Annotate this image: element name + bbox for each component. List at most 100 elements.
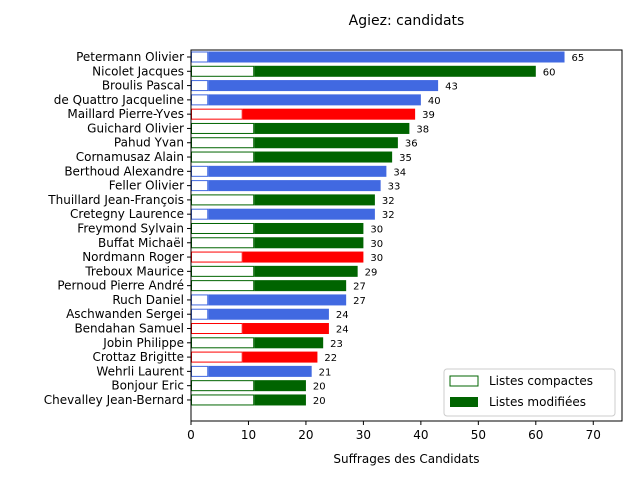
bar-modified: [208, 365, 312, 377]
x-tick-label: 50: [471, 428, 486, 442]
y-tick-label: Buffat Michaël: [98, 236, 184, 250]
y-tick-label: Jobin Philippe: [102, 336, 184, 350]
bar-modified: [254, 265, 358, 277]
y-tick-label: Nicolet Jacques: [92, 64, 184, 78]
bar-compact: [191, 51, 209, 63]
bar-modified: [254, 237, 364, 249]
bar-modified: [254, 380, 306, 392]
y-tick-label: de Quattro Jacqueline: [54, 93, 184, 107]
bar-compact: [191, 222, 255, 234]
bar-value-label: 27: [353, 296, 366, 307]
bar-compact: [191, 365, 209, 377]
bar-compact: [191, 65, 255, 77]
bar-compact: [191, 151, 255, 163]
y-tick-label: Cornamusaz Alain: [76, 150, 184, 164]
bar-value-label: 24: [336, 310, 349, 321]
bar-modified: [254, 337, 324, 349]
bar-compact: [191, 208, 209, 220]
bar-value-label: 43: [445, 82, 458, 93]
bar-compact: [191, 80, 209, 92]
y-tick-label: Nordmann Roger: [82, 250, 184, 264]
bar-value-label: 65: [572, 53, 585, 64]
bar-modified: [208, 294, 347, 306]
bar-value-label: 30: [370, 239, 383, 250]
bar-compact: [191, 137, 255, 149]
bar-modified: [208, 180, 381, 192]
chart-title: Agiez: candidats: [349, 13, 465, 29]
bar-compact: [191, 280, 255, 292]
bar-modified: [242, 351, 318, 363]
legend-frame: [443, 368, 616, 417]
bar-modified: [208, 80, 439, 92]
x-tick-label: 10: [241, 428, 256, 442]
bar-value-label: 60: [543, 67, 556, 78]
bar-modified: [254, 394, 306, 406]
bar-modified: [242, 108, 416, 120]
bar-value-label: 23: [330, 339, 343, 350]
y-tick-label: Pahud Yvan: [114, 136, 184, 150]
bar-value-label: 29: [365, 267, 378, 278]
bar-value-label: 24: [336, 325, 349, 336]
y-tick-label: Freymond Sylvain: [77, 221, 184, 235]
bar-value-label: 30: [370, 224, 383, 235]
bar-value-label: 38: [416, 124, 429, 135]
y-tick-label: Wehrli Laurent: [96, 364, 184, 378]
bar-value-label: 32: [382, 210, 395, 221]
x-tick-label: 70: [586, 428, 601, 442]
bar-compact: [191, 237, 255, 249]
bar-compact: [191, 380, 255, 392]
bar-value-label: 39: [422, 110, 435, 121]
y-tick-label: Aschwanden Sergei: [66, 307, 184, 321]
bar-compact: [191, 394, 255, 406]
bar-compact: [191, 308, 209, 320]
bars-layer: 65 60 43 40 39 38 36 35 34 33 32 32 30 30 30 29 27 27 24 24…: [191, 51, 585, 407]
y-tick-label: Crottaz Brigitte: [92, 350, 184, 364]
bar-compact: [191, 265, 255, 277]
bar-value-label: 30: [370, 253, 383, 264]
bar-value-label: 20: [313, 396, 326, 407]
y-tick-label: Thuillard Jean-François: [47, 193, 184, 207]
x-tick-label: 30: [356, 428, 371, 442]
bar-modified: [254, 280, 347, 292]
bar-value-label: 22: [324, 353, 337, 364]
bar-compact: [191, 194, 255, 206]
y-tick-label: Guichard Olivier: [87, 121, 184, 135]
y-tick-label: Maillard Pierre-Yves: [67, 107, 184, 121]
bar-modified: [254, 122, 410, 134]
legend-swatch-modified: [450, 397, 478, 407]
bar-value-label: 32: [382, 196, 395, 207]
bar-compact: [191, 337, 255, 349]
y-tick-label: Broulis Pascal: [102, 79, 184, 93]
bar-compact: [191, 351, 243, 363]
bar-modified: [242, 323, 329, 335]
bar-compact: [191, 323, 243, 335]
y-tick-label: Petermann Olivier: [76, 50, 184, 64]
y-tick-label: Feller Olivier: [109, 179, 184, 193]
bar-modified: [254, 222, 364, 234]
x-tick-label: 20: [298, 428, 313, 442]
bar-value-label: 21: [319, 367, 332, 378]
bar-modified: [208, 94, 421, 106]
x-axis-label: Suffrages des Candidats: [333, 452, 479, 466]
bar-value-label: 27: [353, 282, 366, 293]
legend-label-compact: Listes compactes: [489, 374, 593, 388]
legend-swatch-compact: [449, 375, 479, 387]
bar-compact: [191, 122, 255, 134]
y-tick-label: Cretegny Laurence: [70, 207, 184, 221]
y-tick-label: Pernoud Pierre André: [57, 279, 184, 293]
bar-value-label: 20: [313, 382, 326, 393]
x-tick-label: 40: [413, 428, 428, 442]
y-tick-label: Treboux Maurice: [84, 264, 184, 278]
x-tick-label: 0: [187, 428, 195, 442]
y-tick-label: Bendahan Samuel: [74, 322, 184, 336]
bar-modified: [208, 208, 375, 220]
bar-modified: [242, 251, 364, 263]
bar-compact: [191, 251, 243, 263]
bar-modified: [254, 194, 375, 206]
bar-compact: [191, 108, 243, 120]
x-tick-label: 60: [528, 428, 543, 442]
bar-compact: [191, 180, 209, 192]
bar-modified: [208, 51, 565, 63]
